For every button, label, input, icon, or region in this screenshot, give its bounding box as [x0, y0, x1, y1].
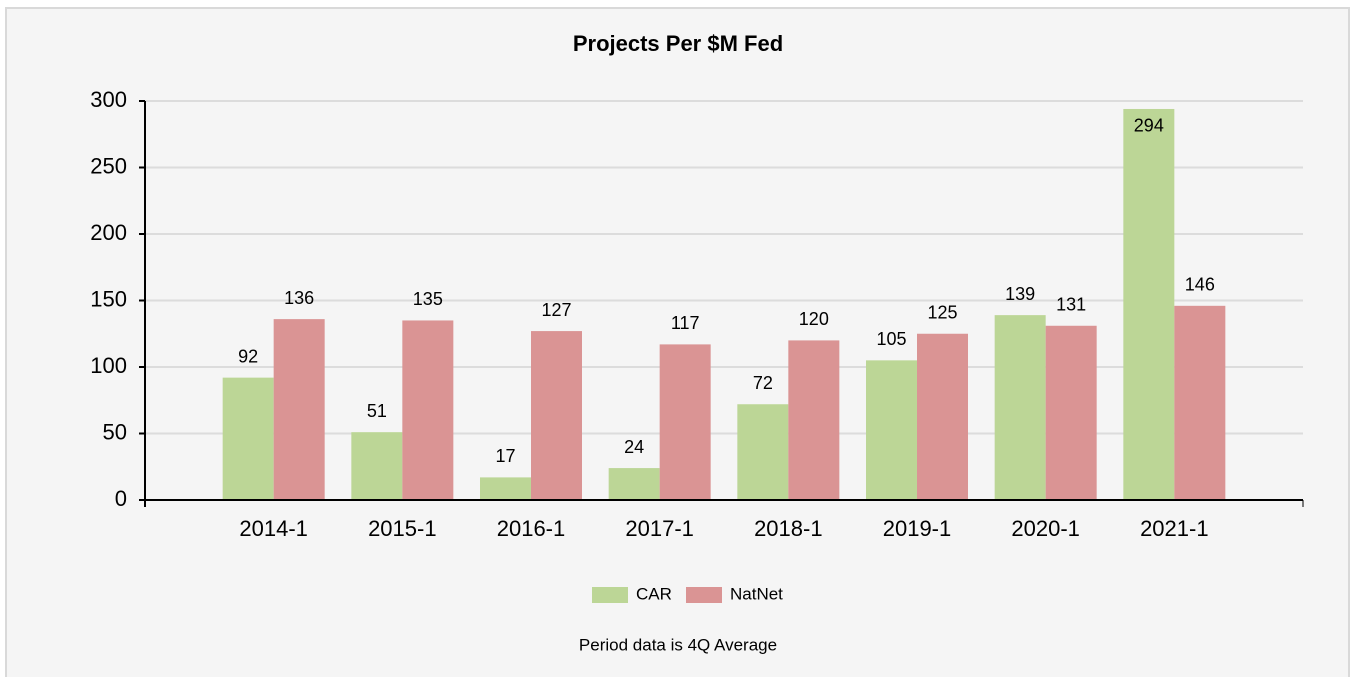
- value-label: 51: [367, 401, 387, 421]
- x-tick-label: 2020-1: [1011, 516, 1080, 541]
- x-tick-label: 2014-1: [239, 516, 308, 541]
- legend-label: NatNet: [730, 584, 783, 603]
- bar: [608, 468, 660, 500]
- chart-title: Projects Per $M Fed: [573, 31, 783, 56]
- x-tick-label: 2017-1: [625, 516, 694, 541]
- value-label: 24: [624, 437, 644, 457]
- y-tick-label: 300: [90, 87, 127, 112]
- y-tick-label: 100: [90, 353, 127, 378]
- y-tick-label: 50: [103, 419, 127, 444]
- x-tick-label: 2019-1: [883, 516, 952, 541]
- bar: [1123, 108, 1175, 500]
- bar: [994, 315, 1046, 500]
- legend-label: CAR: [636, 584, 672, 603]
- value-label: 139: [1005, 284, 1035, 304]
- value-label: 92: [238, 346, 258, 366]
- bar: [1174, 305, 1226, 500]
- y-tick-label: 0: [115, 486, 127, 511]
- bar: [866, 360, 917, 500]
- legend-swatch: [592, 587, 628, 603]
- legend-swatch: [686, 587, 722, 603]
- x-tick-label: 2016-1: [497, 516, 566, 541]
- value-label: 105: [876, 329, 906, 349]
- value-label: 17: [495, 446, 515, 466]
- value-label: 146: [1185, 275, 1215, 295]
- x-tick-label: 2021-1: [1140, 516, 1209, 541]
- value-label: 294: [1134, 116, 1164, 136]
- bar: [222, 377, 274, 500]
- y-tick-label: 150: [90, 286, 127, 311]
- bar: [531, 331, 582, 500]
- bar: [788, 340, 840, 500]
- bar: [737, 404, 789, 500]
- value-label: 117: [671, 313, 700, 333]
- value-label: 127: [541, 300, 571, 320]
- bar: [351, 432, 403, 500]
- y-tick-label: 250: [90, 153, 127, 178]
- value-label: 136: [284, 288, 314, 308]
- bar: [1045, 325, 1097, 500]
- value-label: 120: [799, 309, 829, 329]
- bar: [273, 319, 325, 500]
- bar: [402, 320, 454, 500]
- value-label: 72: [753, 373, 773, 393]
- value-label: 131: [1056, 295, 1086, 315]
- value-label: 125: [927, 303, 957, 323]
- bar: [917, 333, 968, 500]
- x-tick-label: 2015-1: [368, 516, 437, 541]
- value-label: 135: [413, 289, 443, 309]
- bar: [659, 344, 711, 500]
- footnote: Period data is 4Q Average: [579, 635, 777, 654]
- x-tick-label: 2018-1: [754, 516, 823, 541]
- y-tick-label: 200: [90, 220, 127, 245]
- bar: [480, 477, 531, 500]
